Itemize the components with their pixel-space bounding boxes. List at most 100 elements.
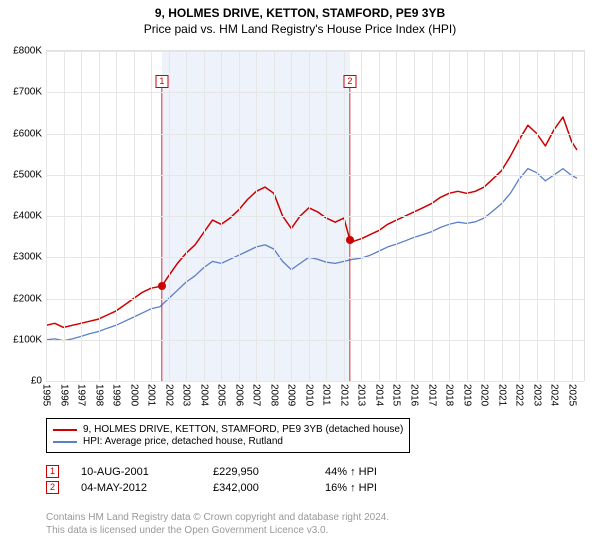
x-tick-label: 1996 [58, 384, 69, 406]
x-tick-label: 2010 [303, 384, 314, 406]
legend-label: HPI: Average price, detached house, Rutl… [83, 436, 283, 447]
x-tick-label: 2017 [426, 384, 437, 406]
x-tick-label: 1998 [93, 384, 104, 406]
x-tick-label: 2012 [338, 384, 349, 406]
chart-container: 9, HOLMES DRIVE, KETTON, STAMFORD, PE9 3… [0, 6, 600, 560]
footnote: Contains HM Land Registry data © Crown c… [46, 512, 389, 537]
x-gridline [344, 51, 345, 381]
x-gridline [379, 51, 380, 381]
y-tick-label: £700K [13, 87, 46, 98]
x-tick-label: 2023 [531, 384, 542, 406]
y-tick-label: £300K [13, 252, 46, 263]
chart-title: 9, HOLMES DRIVE, KETTON, STAMFORD, PE9 3… [0, 6, 600, 20]
x-gridline [537, 51, 538, 381]
x-tick-label: 2021 [496, 384, 507, 406]
x-tick-label: 2009 [286, 384, 297, 406]
x-gridline [502, 51, 503, 381]
sales-price: £229,950 [213, 466, 303, 478]
x-tick-label: 2000 [128, 384, 139, 406]
x-gridline [291, 51, 292, 381]
y-tick-label: £800K [13, 46, 46, 57]
x-gridline [554, 51, 555, 381]
x-gridline [64, 51, 65, 381]
x-tick-label: 2007 [251, 384, 262, 406]
sales-diff: 16% ↑ HPI [325, 482, 377, 494]
marker-box: 2 [343, 75, 356, 88]
sales-diff: 44% ↑ HPI [325, 466, 377, 478]
x-tick-label: 2001 [146, 384, 157, 406]
x-tick-label: 2002 [163, 384, 174, 406]
x-gridline [186, 51, 187, 381]
sales-date: 10-AUG-2001 [81, 466, 191, 478]
y-gridline [46, 340, 584, 341]
series-line [46, 117, 577, 327]
x-gridline [239, 51, 240, 381]
y-tick-label: £100K [13, 334, 46, 345]
x-tick-label: 2019 [461, 384, 472, 406]
y-tick-label: £400K [13, 211, 46, 222]
footnote-line1: Contains HM Land Registry data © Crown c… [46, 512, 389, 525]
legend-row: 9, HOLMES DRIVE, KETTON, STAMFORD, PE9 3… [53, 424, 403, 435]
x-gridline [572, 51, 573, 381]
y-tick-label: £600K [13, 128, 46, 139]
x-tick-label: 2004 [198, 384, 209, 406]
x-gridline [169, 51, 170, 381]
legend-label: 9, HOLMES DRIVE, KETTON, STAMFORD, PE9 3… [83, 424, 403, 435]
chart-plot-area: £0£100K£200K£300K£400K£500K£600K£700K£80… [46, 50, 585, 381]
x-tick-label: 2018 [444, 384, 455, 406]
legend-swatch [53, 441, 77, 443]
x-gridline [204, 51, 205, 381]
x-gridline [449, 51, 450, 381]
x-gridline [467, 51, 468, 381]
x-gridline [396, 51, 397, 381]
y-gridline [46, 92, 584, 93]
x-tick-label: 2015 [391, 384, 402, 406]
sales-row: 1 10-AUG-2001 £229,950 44% ↑ HPI [46, 465, 377, 478]
x-gridline [361, 51, 362, 381]
sales-marker-icon: 2 [46, 481, 59, 494]
x-gridline [414, 51, 415, 381]
legend-swatch [53, 429, 77, 431]
y-gridline [46, 216, 584, 217]
x-tick-label: 1997 [76, 384, 87, 406]
legend-box: 9, HOLMES DRIVE, KETTON, STAMFORD, PE9 3… [46, 418, 410, 453]
chart-subtitle: Price paid vs. HM Land Registry's House … [0, 22, 600, 36]
sales-table: 1 10-AUG-2001 £229,950 44% ↑ HPI 204-MAY-201… [46, 462, 377, 497]
y-gridline [46, 257, 584, 258]
x-gridline [432, 51, 433, 381]
x-tick-label: 2013 [356, 384, 367, 406]
x-tick-label: 2005 [216, 384, 227, 406]
footnote-line2: This data is licensed under the Open Gov… [46, 525, 389, 538]
y-gridline [46, 175, 584, 176]
marker-box: 1 [155, 75, 168, 88]
x-gridline [99, 51, 100, 381]
y-gridline [46, 381, 584, 382]
x-tick-label: 2016 [409, 384, 420, 406]
x-tick-label: 2008 [268, 384, 279, 406]
x-gridline [326, 51, 327, 381]
x-gridline [151, 51, 152, 381]
legend-row: HPI: Average price, detached house, Rutl… [53, 436, 403, 447]
x-tick-label: 2011 [321, 384, 332, 406]
x-tick-label: 2025 [566, 384, 577, 406]
x-tick-label: 2006 [233, 384, 244, 406]
x-tick-label: 1995 [41, 384, 52, 406]
sale-dot [346, 236, 354, 244]
x-tick-label: 2020 [479, 384, 490, 406]
x-gridline [484, 51, 485, 381]
sales-row: 204-MAY-2012£342,00016% ↑ HPI [46, 481, 377, 494]
y-tick-label: £200K [13, 293, 46, 304]
x-gridline [116, 51, 117, 381]
x-gridline [274, 51, 275, 381]
x-gridline [256, 51, 257, 381]
x-gridline [221, 51, 222, 381]
x-gridline [81, 51, 82, 381]
x-gridline [309, 51, 310, 381]
x-tick-label: 2014 [373, 384, 384, 406]
x-gridline [519, 51, 520, 381]
x-gridline [46, 51, 47, 381]
x-tick-label: 1999 [111, 384, 122, 406]
x-tick-label: 2022 [514, 384, 525, 406]
x-tick-label: 2024 [549, 384, 560, 406]
sales-marker-icon: 1 [46, 465, 59, 478]
